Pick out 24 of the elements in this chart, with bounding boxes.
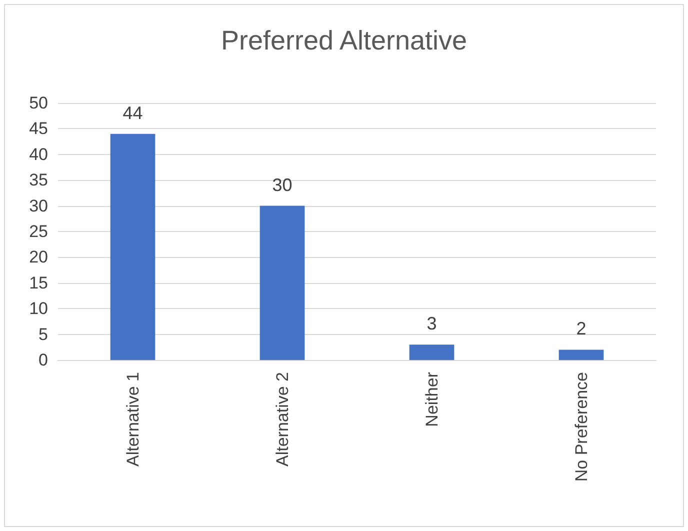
data-label: 30 <box>272 174 292 195</box>
bar <box>110 134 156 360</box>
y-tick-label: 15 <box>29 273 48 292</box>
y-tick-label: 30 <box>29 196 48 216</box>
y-tick-label: 45 <box>29 119 48 138</box>
x-tick-label: Neither <box>422 372 442 427</box>
chart-title: Preferred Alternative <box>220 26 468 56</box>
bar <box>260 206 305 360</box>
data-label: 3 <box>426 314 437 334</box>
y-tick-label: 35 <box>29 170 48 190</box>
x-tick-label: Alternative 2 <box>272 372 292 466</box>
bar <box>558 350 604 360</box>
x-tick-label: No Preference <box>572 372 591 482</box>
y-tick-label: 20 <box>29 248 48 267</box>
y-tick-label: 40 <box>29 144 48 164</box>
y-tick-label: 5 <box>38 324 48 344</box>
y-tick-label: 50 <box>29 94 48 112</box>
bar <box>409 344 454 360</box>
y-tick-label: 0 <box>38 350 48 370</box>
x-tick-label: Alternative 1 <box>123 372 142 466</box>
data-label: 2 <box>576 318 586 339</box>
data-label: 44 <box>122 102 143 123</box>
y-tick-label: 25 <box>29 222 48 241</box>
y-tick-label: 10 <box>29 299 48 318</box>
